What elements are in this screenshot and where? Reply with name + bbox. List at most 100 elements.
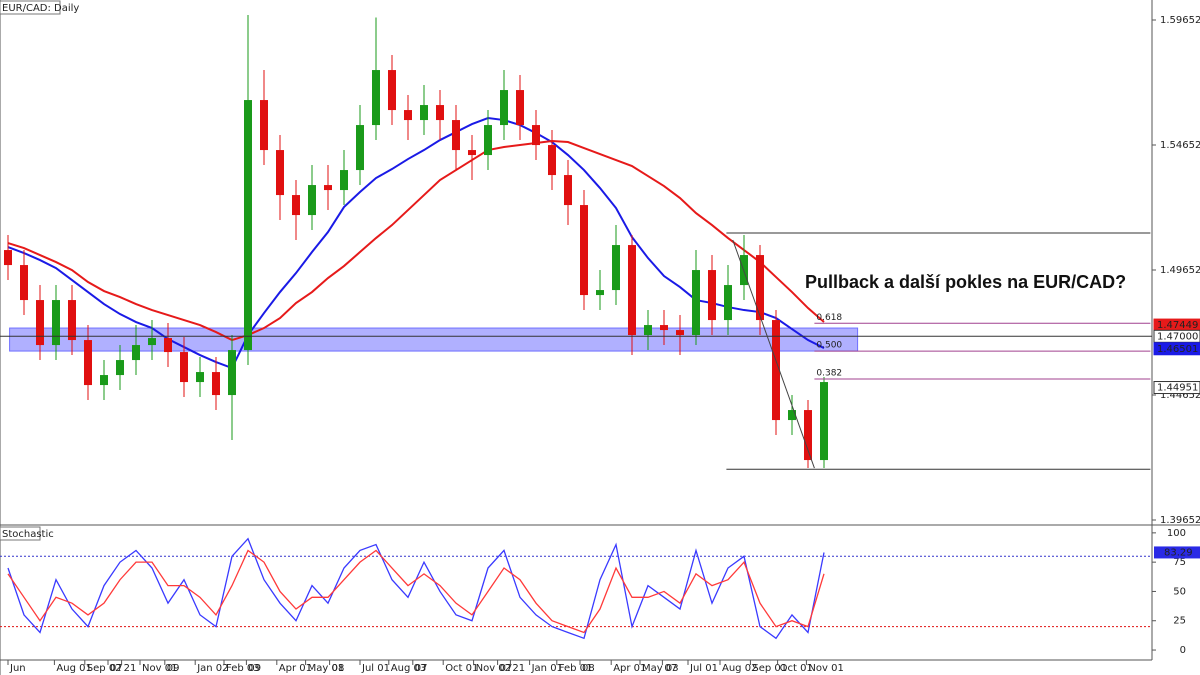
x-tick-label: 08	[332, 663, 345, 674]
x-tick-label: 21	[124, 663, 137, 674]
candle-body	[68, 300, 76, 341]
candle-body	[276, 150, 284, 196]
x-tick-label: 09	[167, 663, 180, 674]
candle-body	[84, 340, 92, 386]
candle-body	[644, 325, 652, 336]
candle-body	[36, 300, 44, 346]
candle-body	[132, 345, 140, 361]
x-tick-label: Jul 01	[361, 663, 390, 674]
x-tick-label: 07	[500, 663, 513, 674]
candle-body	[260, 100, 268, 151]
candle-body	[516, 90, 524, 126]
candle-body	[52, 300, 60, 346]
y-tick-label: 1.44652	[1160, 390, 1200, 401]
chart-title: EUR/CAD: Daily	[2, 3, 79, 14]
x-tick-label: Oct 01	[780, 663, 813, 674]
x-tick-label: Apr 01	[279, 663, 312, 674]
x-tick-label: May 03	[642, 663, 679, 674]
candle-body	[180, 352, 188, 383]
price-label-box	[1153, 342, 1200, 356]
candle-body	[228, 350, 236, 396]
moving-average	[7, 117, 825, 370]
price-label: 1.47449	[1157, 320, 1198, 331]
x-tick-label: 08	[582, 663, 595, 674]
x-tick-label: Aug 03	[391, 663, 426, 674]
candle-body	[212, 372, 220, 396]
x-tick-label: 07	[110, 663, 123, 674]
current-label: 83.29	[1164, 547, 1193, 558]
candle-body	[468, 150, 476, 156]
x-tick-label: Nov 01	[808, 663, 843, 674]
price-label: 1.44951	[1157, 383, 1198, 394]
price-label-box	[1153, 381, 1200, 395]
y-tick-label: 1.54652	[1160, 140, 1200, 151]
candle-body	[500, 90, 508, 126]
x-tick-label: Feb 01	[559, 663, 593, 674]
candle-body	[596, 290, 604, 296]
x-tick-label: Feb 03	[226, 663, 260, 674]
title-box	[0, 526, 41, 541]
x-tick-label: Sep 02	[87, 663, 122, 674]
candle-body	[772, 320, 780, 421]
candle-body	[612, 245, 620, 291]
x-tick-label: 07	[415, 663, 428, 674]
candle-body	[484, 125, 492, 156]
y-tick-label: 0	[1180, 645, 1186, 656]
candle-body	[4, 250, 12, 266]
y-tick-label: 25	[1173, 616, 1186, 627]
candle-body	[404, 110, 412, 121]
fib-label: 0.618	[816, 313, 842, 323]
x-tick-label: Aug 01	[56, 663, 91, 674]
candle-body	[452, 120, 460, 151]
x-tick-label: 21	[512, 663, 525, 674]
x-tick-label: Nov 02	[476, 663, 511, 674]
y-tick-label: 1.59652	[1160, 15, 1200, 26]
candle-body	[356, 125, 364, 171]
candle-body	[532, 125, 540, 146]
moving-average	[7, 140, 825, 342]
oscillator-line	[7, 549, 825, 634]
x-tick-label: Jul 01	[689, 663, 718, 674]
x-tick-label: Apr 01	[613, 663, 646, 674]
y-tick-label: 1.39652	[1160, 515, 1200, 526]
candle-body	[676, 330, 684, 336]
x-tick-label: Jan 01	[531, 663, 563, 674]
x-tick-label: Jan 02	[196, 663, 228, 674]
y-tick-label: 1.49652	[1160, 265, 1200, 276]
current-label-box	[1154, 546, 1200, 559]
candle-body	[420, 105, 428, 121]
candle-body	[308, 185, 316, 216]
candle-body	[820, 382, 828, 461]
x-tick-label: Jun	[9, 663, 26, 674]
candle-body	[692, 270, 700, 336]
candle-body	[436, 105, 444, 121]
candle-body	[324, 185, 332, 191]
price-label: 1.47000	[1157, 331, 1198, 342]
x-tick-label: Nov 01	[142, 663, 177, 674]
candle-body	[660, 325, 668, 331]
candle-body	[804, 410, 812, 461]
candle-body	[564, 175, 572, 206]
fib-label: 0.382	[816, 369, 842, 379]
candle-body	[708, 270, 716, 321]
candle-body	[788, 410, 796, 421]
y-tick-label: 50	[1173, 586, 1186, 597]
candle-body	[292, 195, 300, 216]
candle-body	[20, 265, 28, 301]
x-tick-label: 07	[664, 663, 677, 674]
title-box	[0, 0, 61, 15]
panel-title: Stochastic	[2, 529, 54, 540]
candle-body	[116, 360, 124, 376]
x-tick-label: May 01	[308, 663, 345, 674]
candle-body	[756, 255, 764, 321]
candle-body	[148, 338, 156, 346]
x-tick-label: Oct 01	[445, 663, 478, 674]
candle-body	[196, 372, 204, 383]
candle-body	[724, 285, 732, 321]
candle-body	[580, 205, 588, 296]
x-tick-label: Aug 02	[722, 663, 757, 674]
candle-body	[100, 375, 108, 386]
candle-body	[548, 145, 556, 176]
plot-layer: 0.618 0.500 0.382 1.39652 1.44652 1.49652 1.54…	[0, 15, 1200, 674]
